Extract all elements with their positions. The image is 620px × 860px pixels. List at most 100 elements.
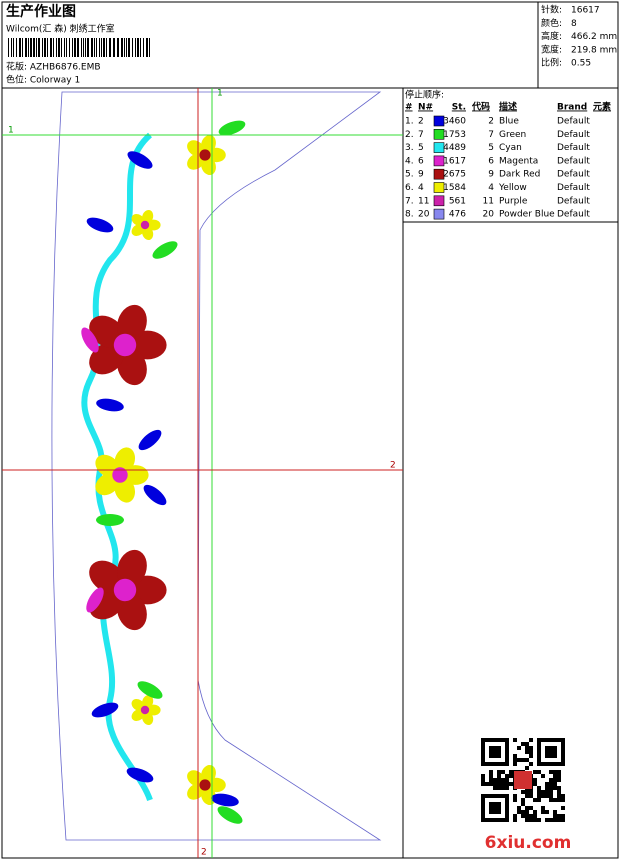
- petal: [114, 476, 136, 503]
- qr-module: [557, 818, 561, 822]
- leaf: [81, 327, 99, 353]
- qr-module: [489, 754, 493, 758]
- qr-module: [513, 818, 517, 822]
- qr-module: [505, 818, 509, 822]
- qr-module: [505, 798, 509, 802]
- qr-module: [561, 746, 565, 750]
- qr-module: [489, 746, 493, 750]
- qr-module: [493, 754, 497, 758]
- qr-module: [537, 790, 541, 794]
- qr-module: [485, 782, 489, 786]
- qr-module: [505, 814, 509, 818]
- qr-module: [517, 746, 521, 750]
- qr-module: [505, 778, 509, 782]
- qr-module: [525, 818, 529, 822]
- needle: 9: [418, 170, 424, 180]
- stat-label: 颜色:: [541, 17, 562, 29]
- qr-module: [493, 778, 497, 782]
- qr-module: [557, 794, 561, 798]
- qr-module: [521, 758, 525, 762]
- qr-module: [541, 738, 545, 742]
- stat-value: 0.55: [571, 59, 591, 69]
- qr-module: [497, 806, 501, 810]
- qr-module: [493, 782, 497, 786]
- stitches: 1753: [443, 130, 466, 140]
- brand: Default: [557, 183, 590, 193]
- qr-module: [545, 818, 549, 822]
- code: 5: [488, 143, 494, 153]
- color-swatch: [433, 129, 445, 140]
- qr-module: [489, 782, 493, 786]
- stat-value: 8: [571, 19, 577, 29]
- color-swatch: [433, 195, 445, 207]
- bar-stripe: [91, 38, 93, 57]
- qr-module: [557, 738, 561, 742]
- petal: [141, 694, 154, 710]
- qr-module: [493, 750, 497, 754]
- qr-module: [501, 762, 505, 766]
- needle: 4: [418, 183, 424, 193]
- qr-module: [505, 806, 509, 810]
- bar-stripe: [36, 38, 37, 57]
- leaf: [127, 151, 153, 169]
- qr-module: [549, 818, 553, 822]
- qr-module: [549, 754, 553, 758]
- flower-center: [140, 220, 150, 230]
- qr-module: [561, 750, 565, 754]
- row-index: 6.: [405, 183, 414, 193]
- bar-stripe: [137, 38, 139, 57]
- guide-label: 1: [217, 89, 223, 99]
- qr-module: [533, 810, 537, 814]
- description: Purple: [499, 196, 528, 206]
- description: Yellow: [498, 183, 527, 193]
- qr-module: [513, 754, 517, 758]
- qr-module: [529, 794, 533, 798]
- stat-value: 16617: [571, 6, 600, 16]
- qr-module: [485, 738, 489, 742]
- bar-stripe: [121, 38, 123, 57]
- qr-module: [521, 810, 525, 814]
- column-header: 描述: [499, 101, 517, 113]
- qr-module: [541, 762, 545, 766]
- qr-module: [553, 778, 557, 782]
- brand: Default: [557, 210, 590, 220]
- leaf: [137, 681, 163, 699]
- bar-stripe: [117, 38, 119, 57]
- qr-module: [549, 794, 553, 798]
- qr-module: [521, 790, 525, 794]
- qr-module: [537, 786, 541, 790]
- qr-module: [521, 742, 525, 746]
- bar-stripe: [77, 38, 79, 57]
- qr-module: [553, 770, 557, 774]
- qr-module: [513, 762, 517, 766]
- flower-center: [112, 467, 128, 483]
- qr-module: [525, 810, 529, 814]
- qr-module: [505, 746, 509, 750]
- qr-module: [505, 742, 509, 746]
- column-header: #: [405, 103, 413, 113]
- qr-module: [501, 786, 505, 790]
- qr-module: [481, 742, 485, 746]
- stat-label: 比例:: [541, 57, 562, 69]
- qr-module: [493, 786, 497, 790]
- qr-module: [533, 798, 537, 802]
- guide-label: 2: [390, 461, 396, 471]
- qr-module: [549, 782, 553, 786]
- needle: 11: [418, 196, 429, 206]
- qr-module: [481, 758, 485, 762]
- bar-stripe: [74, 38, 76, 57]
- qr-module: [481, 750, 485, 754]
- qr-module: [557, 798, 561, 802]
- colorway: 色位: Colorway 1: [6, 74, 80, 86]
- qr-module: [493, 762, 497, 766]
- qr-module: [513, 738, 517, 742]
- row-index: 4.: [405, 156, 414, 166]
- brand: Default: [557, 143, 590, 153]
- flower-center: [199, 779, 211, 791]
- brand: Default: [557, 117, 590, 127]
- qr-module: [497, 738, 501, 742]
- qr-module: [525, 806, 529, 810]
- qr-module: [553, 738, 557, 742]
- bar-stripe: [128, 38, 130, 57]
- bar-stripe: [53, 38, 54, 57]
